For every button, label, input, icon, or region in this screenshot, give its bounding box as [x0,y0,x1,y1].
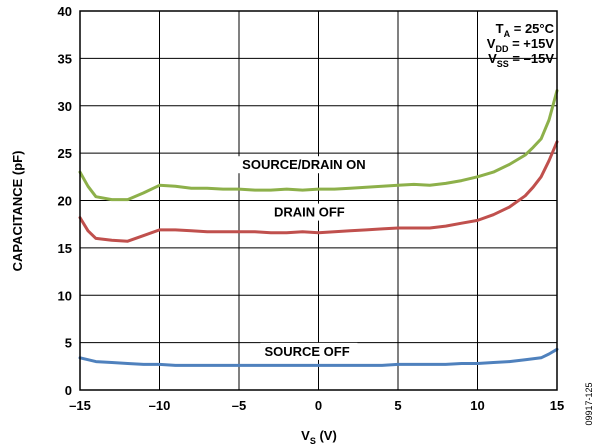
y-tick-label: 10 [58,288,72,303]
y-tick-label: 30 [58,99,72,114]
condition-subscript: SS [497,59,509,69]
series-line-drain-off [78,140,559,243]
y-tick-label: 35 [58,51,72,66]
condition-subscript: A [504,29,511,39]
series-label-bg [238,156,380,174]
y-tick-label: 5 [65,336,72,351]
series-line-source-off [78,347,559,367]
x-tick-label: 0 [315,398,322,413]
condition-main: V [487,36,496,51]
series-line-source-drain-on [78,89,559,202]
y-axis-label: CAPACITANCE (pF) [10,151,25,272]
x-tick-label: 10 [470,398,484,413]
x-tick-label: –10 [149,398,171,413]
series-label: DRAIN OFF [274,205,345,220]
series-label: SOURCE OFF [264,344,349,359]
x-tick-label: 15 [550,398,564,413]
series-label: SOURCE/DRAIN ON [242,157,366,172]
series-group [78,89,559,367]
y-tick-label: 25 [58,146,72,161]
condition-value: = –15V [509,51,555,66]
plot-frame [79,10,558,391]
y-tick-label: 20 [58,194,72,209]
x-axis-label: VS (V) [301,428,337,446]
series-label-bg [260,342,358,360]
figure-id: 09917-125 [584,382,594,425]
condition-subscript: DD [495,44,508,54]
condition-value: = +15V [508,36,554,51]
y-tick-label: 15 [58,241,72,256]
grid [80,11,557,390]
x-axis-label-main: V [301,428,310,443]
x-axis-label-sub: S [310,436,316,446]
conditions-text: TA = 25°C VDD = +15V VSS = –15V [487,21,555,69]
x-tick-label: 5 [394,398,401,413]
condition-main: T [496,21,504,36]
tick-labels: –15 –10 –5 0 5 10 15 0 5 10 15 20 25 30 35 40 [58,4,565,413]
condition-main: V [488,51,497,66]
y-tick-label: 0 [65,383,72,398]
x-tick-label: –15 [69,398,91,413]
condition-value: = 25°C [510,21,554,36]
series-labels: SOURCE/DRAIN ON DRAIN OFF SOURCE OFF [238,156,380,360]
x-tick-label: –5 [232,398,246,413]
series-label-bg [269,203,359,221]
x-axis-label-unit: (V) [316,428,337,443]
y-tick-label: 40 [58,4,72,19]
